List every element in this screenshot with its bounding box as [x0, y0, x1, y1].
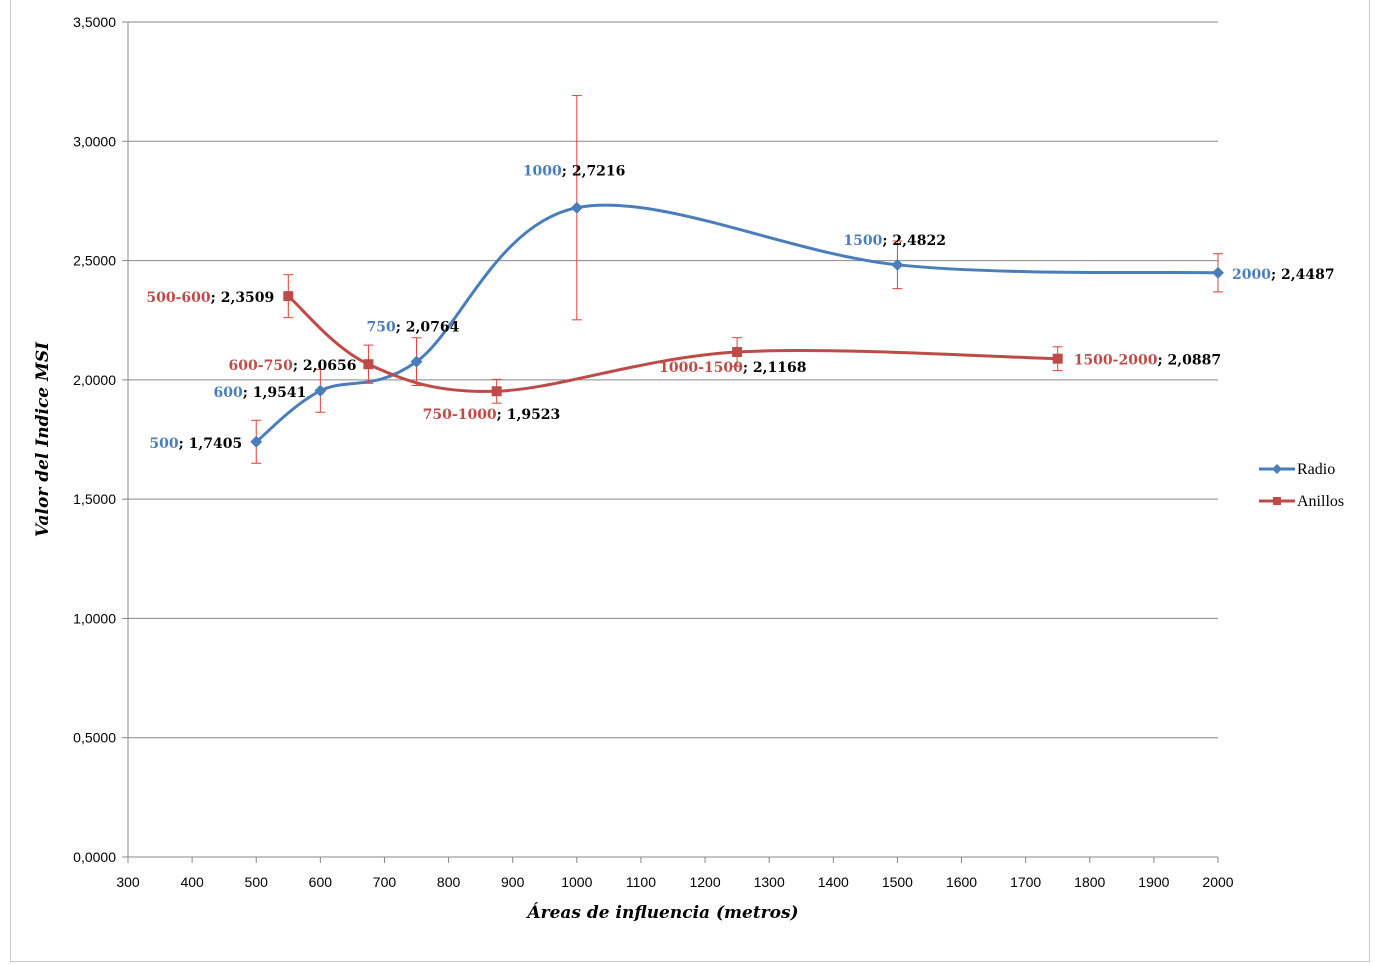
x-tick-label: 1600: [946, 874, 977, 890]
data-label-value: ; 1,7405: [179, 436, 243, 452]
legend-item-radio[interactable]: Radio: [1259, 461, 1335, 478]
x-tick-label: 500: [245, 874, 269, 890]
data-label-value: ; 2,4487: [1271, 267, 1335, 283]
y-tick-label: 2,5000: [73, 253, 116, 269]
point-anillos: [732, 346, 743, 357]
data-label-value: ; 2,7216: [562, 164, 626, 180]
x-tick-label: 800: [437, 874, 461, 890]
y-tick-label: 3,5000: [73, 14, 116, 30]
x-tick-label: 2000: [1202, 874, 1233, 890]
point-anillos: [363, 359, 374, 370]
tick-labels: 0,0000 0,5000 1,0000 1,5000 2,0000 2,5000 3,00…: [73, 14, 1234, 890]
data-label-value: ; 2,0764: [396, 320, 460, 336]
y-tick-label: 3,0000: [73, 133, 116, 149]
data-label-category: 1000: [523, 164, 562, 180]
x-tick-label: 700: [373, 874, 397, 890]
series-layer: [250, 95, 1224, 464]
chart-frame: [10, 0, 1370, 962]
y-tick-label: 0,5000: [73, 730, 116, 746]
x-tick-label: 400: [180, 874, 204, 890]
data-label-value: ; 2,3509: [211, 290, 275, 306]
point-radio: [891, 258, 904, 271]
point-radio: [410, 355, 423, 368]
data-label-category: 600-750: [229, 358, 294, 374]
y-tick-label: 2,0000: [73, 372, 116, 388]
x-tick-label: 900: [501, 874, 525, 890]
point-anillos: [1052, 353, 1063, 364]
data-label-category: 500: [149, 436, 178, 452]
data-label: 750-1000; 1,9523: [423, 407, 561, 423]
data-label-category: 750-1000: [423, 407, 497, 423]
data-label: 600; 1,9541: [213, 385, 306, 401]
x-tick-label: 1700: [1010, 874, 1041, 890]
y-tick-label: 1,5000: [73, 491, 116, 507]
data-label-category: 1500-2000: [1074, 353, 1158, 369]
x-tick-label: 600: [309, 874, 333, 890]
legend-marker: [1272, 464, 1282, 474]
series-line-anillos: [287, 294, 1058, 393]
legend[interactable]: Radio Anillos: [1259, 461, 1344, 510]
x-tick-label: 1800: [1074, 874, 1105, 890]
data-label-value: ; 2,1168: [743, 360, 807, 376]
point-radio: [250, 435, 263, 448]
legend-label: Radio: [1297, 461, 1335, 478]
data-label: 750; 2,0764: [367, 320, 460, 336]
data-label-category: 1500: [843, 233, 882, 249]
x-tick-label: 1500: [882, 874, 913, 890]
data-label-value: ; 2,4822: [882, 233, 946, 249]
x-tick-label: 300: [116, 874, 140, 890]
data-label: 1000-1500; 2,1168: [659, 360, 806, 376]
y-tick-label: 0,0000: [73, 849, 116, 865]
data-label: 500; 1,7405: [149, 436, 242, 452]
point-radio: [1212, 266, 1224, 279]
x-tick-label: 1900: [1138, 874, 1169, 890]
data-label-category: 2000: [1232, 267, 1271, 283]
data-label: 600-750; 2,0656: [229, 358, 357, 374]
x-tick-label: 1300: [754, 874, 785, 890]
x-tick-label: 1200: [689, 874, 720, 890]
x-tick-label: 1100: [626, 874, 656, 890]
data-label-category: 600: [213, 385, 242, 401]
legend-label: Anillos: [1297, 493, 1344, 510]
data-label: 2000; 2,4487: [1232, 267, 1335, 283]
data-label-category: 750: [367, 320, 396, 336]
point-anillos: [283, 291, 294, 302]
point-radio: [570, 201, 583, 214]
legend-item-anillos[interactable]: Anillos: [1259, 493, 1344, 510]
data-label-value: ; 2,0656: [293, 358, 357, 374]
gridlines: [128, 21, 1218, 739]
x-tick-label: 1000: [561, 874, 592, 890]
x-tick-label: 1400: [818, 874, 849, 890]
point-radio: [314, 384, 327, 397]
data-label: 1000; 2,7216: [523, 164, 626, 180]
data-label-value: ; 2,0887: [1157, 353, 1221, 369]
data-label: 500-600; 2,3509: [146, 290, 274, 306]
data-label-value: ; 1,9523: [497, 407, 561, 423]
legend-marker: [1273, 497, 1281, 505]
y-tick-label: 1,0000: [73, 610, 116, 626]
data-label-value: ; 1,9541: [243, 385, 307, 401]
data-label-category: 1000-1500: [659, 360, 743, 376]
data-label: 1500; 2,4822: [843, 233, 946, 249]
axes: [122, 21, 1219, 863]
point-anillos: [491, 386, 502, 397]
data-label: 1500-2000; 2,0887: [1074, 353, 1221, 369]
y-axis-title: Valor del Indice MSI: [33, 341, 53, 537]
x-axis-title: Áreas de influencia (metros): [525, 902, 798, 923]
data-label-category: 500-600: [146, 290, 211, 306]
